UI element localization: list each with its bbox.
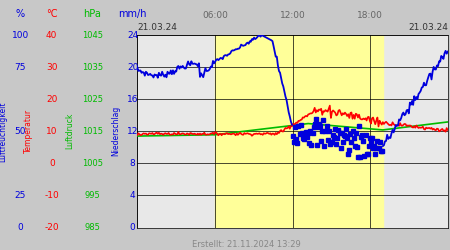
- Text: 100: 100: [12, 30, 29, 40]
- Text: 4: 4: [130, 191, 135, 200]
- Text: 0: 0: [18, 223, 23, 232]
- Text: Niederschlag: Niederschlag: [112, 106, 121, 156]
- Text: °C: °C: [46, 9, 58, 19]
- Text: 20: 20: [46, 95, 58, 104]
- Text: 12: 12: [127, 127, 139, 136]
- Text: 25: 25: [14, 191, 26, 200]
- Text: 995: 995: [85, 191, 100, 200]
- Text: 1025: 1025: [82, 95, 103, 104]
- Text: 24: 24: [127, 30, 139, 40]
- Text: 75: 75: [14, 62, 26, 72]
- Text: mm/h: mm/h: [118, 9, 147, 19]
- Text: 12:00: 12:00: [279, 11, 306, 20]
- Text: 8: 8: [130, 159, 135, 168]
- Text: 21.03.24: 21.03.24: [408, 24, 448, 32]
- Text: 20: 20: [127, 62, 139, 72]
- Bar: [215, 35, 382, 228]
- Text: 30: 30: [46, 62, 58, 72]
- Text: 1005: 1005: [82, 159, 103, 168]
- Text: 1015: 1015: [82, 127, 103, 136]
- Text: %: %: [16, 9, 25, 19]
- Text: 1035: 1035: [82, 62, 103, 72]
- Text: 21.03.24: 21.03.24: [137, 24, 177, 32]
- Text: 50: 50: [14, 127, 26, 136]
- Text: hPa: hPa: [83, 9, 101, 19]
- Text: 18:00: 18:00: [357, 11, 383, 20]
- Text: 40: 40: [46, 30, 58, 40]
- Text: 16: 16: [127, 95, 139, 104]
- Text: -20: -20: [45, 223, 59, 232]
- Text: Luftdruck: Luftdruck: [65, 113, 74, 150]
- Text: 1045: 1045: [82, 30, 103, 40]
- Text: Erstellt: 21.11.2024 13:29: Erstellt: 21.11.2024 13:29: [192, 240, 300, 249]
- Text: 0: 0: [49, 159, 54, 168]
- Text: 10: 10: [46, 127, 58, 136]
- Text: 06:00: 06:00: [202, 11, 228, 20]
- Text: Luftfeuchtigkeit: Luftfeuchtigkeit: [0, 101, 7, 162]
- Text: 0: 0: [130, 223, 135, 232]
- Text: -10: -10: [45, 191, 59, 200]
- Text: Temperatur: Temperatur: [24, 109, 33, 153]
- Text: 985: 985: [84, 223, 100, 232]
